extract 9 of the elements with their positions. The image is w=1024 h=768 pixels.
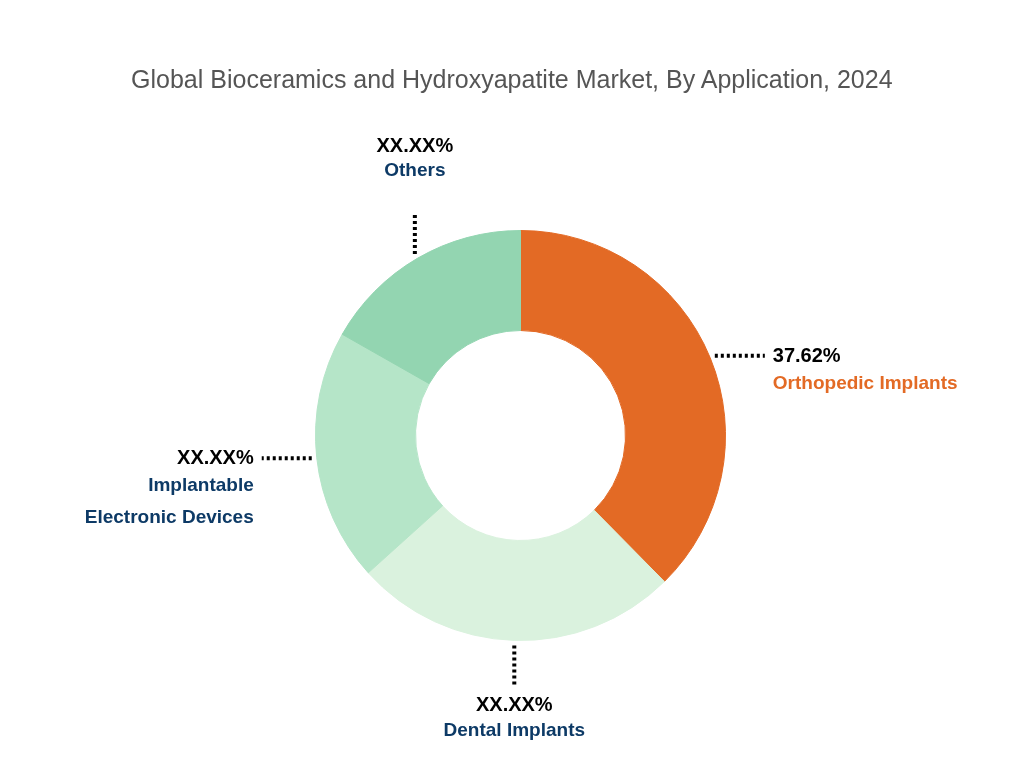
data-label: XX.XX% [475, 693, 553, 716]
slice-label: Orthopedic Implants [772, 371, 958, 393]
data-label: XX.XX% [177, 446, 254, 469]
slice-label: Implantable Electronic Devices [84, 474, 254, 527]
data-label: 37.62% [772, 343, 841, 366]
data-label: XX.XX% [376, 134, 454, 157]
chart-title: Global Bioceramics and Hydroxyapatite Market, By Application, 2024 [131, 64, 893, 93]
slice-label: Others [384, 159, 446, 181]
slice-label: Dental Implants [443, 719, 586, 741]
